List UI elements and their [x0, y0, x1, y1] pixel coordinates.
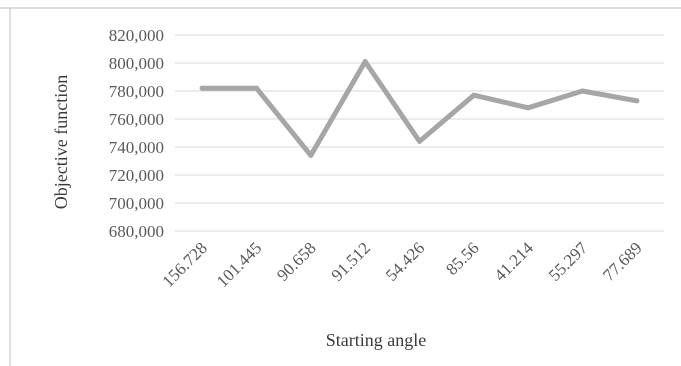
data-point [199, 85, 205, 91]
x-axis-title: Starting angle [326, 330, 426, 350]
x-tick-label: 54.426 [382, 238, 428, 284]
y-tick-label: 820,000 [109, 26, 164, 45]
y-tick-label: 700,000 [109, 194, 164, 213]
y-tick-label: 780,000 [109, 82, 164, 101]
x-tick-label: 91.512 [328, 238, 374, 284]
y-tick-label: 680,000 [109, 222, 164, 241]
x-tick-label: 41.214 [491, 238, 538, 285]
data-point [362, 59, 368, 65]
x-tick-label: 85.56 [442, 238, 482, 278]
x-tick-label: 55.297 [545, 238, 592, 285]
data-point [308, 152, 314, 158]
data-point [634, 98, 640, 104]
y-tick-label: 760,000 [109, 110, 164, 129]
data-point [254, 85, 259, 91]
y-tick-label: 800,000 [109, 54, 164, 73]
y-axis-title: Objective function [51, 75, 71, 209]
x-tick-label: 77.689 [599, 238, 645, 284]
y-tick-labels: 680,000 700,000 720,000 740,000 760,000 780,0… [109, 26, 164, 241]
y-tick-label: 740,000 [109, 138, 164, 157]
x-tick-label: 90.658 [273, 238, 319, 284]
data-point [417, 138, 422, 144]
x-tick-label: 156.728 [158, 238, 211, 291]
series-group [199, 59, 640, 158]
data-point [525, 105, 531, 111]
data-point [580, 88, 585, 94]
x-tick-labels: 156.728 101.445 90.658 91.512 54.426 85.56 41.… [158, 238, 645, 291]
data-point [471, 92, 477, 98]
y-tick-label: 720,000 [109, 166, 164, 185]
grid-lines [175, 34, 664, 232]
x-tick-label: 101.445 [213, 238, 266, 291]
